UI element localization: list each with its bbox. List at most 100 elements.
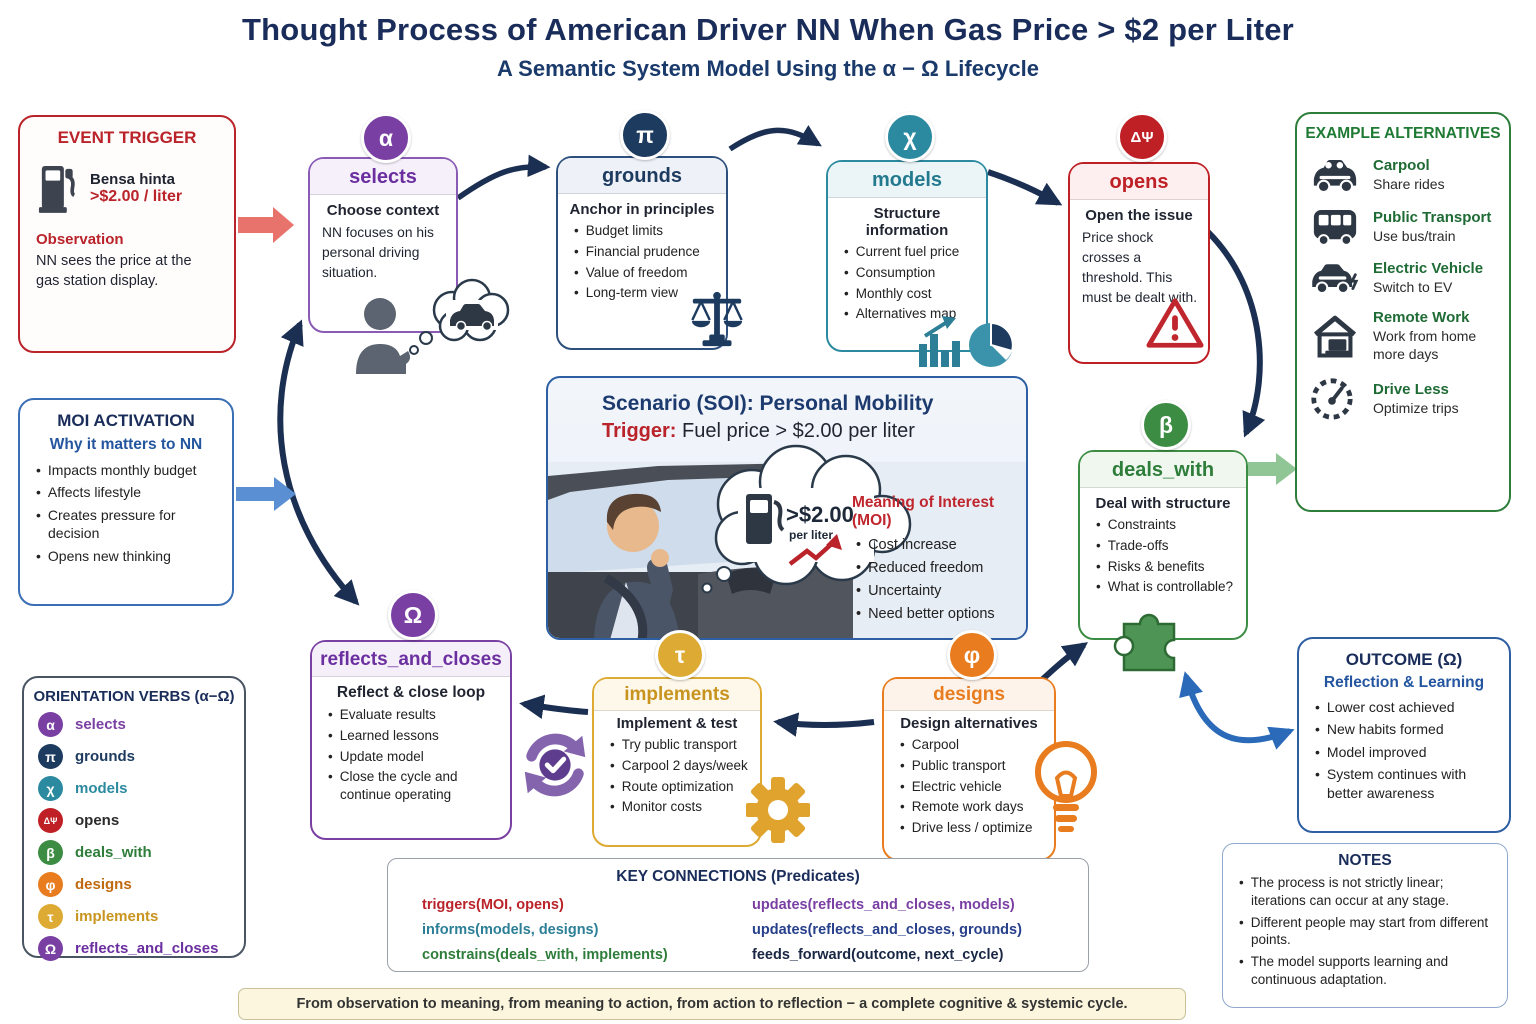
outcome-list: Lower cost achieved New habits formed Mo…	[1299, 698, 1509, 802]
predicate-updates-grounds: updates(reflects_and_closes, grounds)	[752, 922, 1022, 938]
list-item: Monthly cost	[844, 285, 978, 303]
alternatives-title: EXAMPLE ALTERNATIVES	[1305, 125, 1501, 142]
legend-item: Ω reflects_and_closes	[38, 936, 244, 961]
event-trigger-panel: EVENT TRIGGER Bensa hinta >$2.00 / liter…	[18, 115, 236, 353]
list-item: Uncertainty	[856, 582, 1014, 601]
beta-badge-icon: β	[38, 840, 63, 865]
page-subtitle: A Semantic System Model Using the α − Ω …	[496, 56, 1039, 81]
list-item: Close the cycle and continue operating	[328, 768, 460, 804]
list-item: Update model	[328, 748, 502, 766]
arrow-deals-with-to-alternatives	[1248, 453, 1297, 485]
arrow-event-trigger	[238, 207, 294, 243]
alternative-item: Public Transport Use bus/train	[1309, 207, 1499, 247]
notes-title: NOTES	[1338, 852, 1392, 869]
arrow-deals-with-to-outcome	[1179, 671, 1295, 750]
reflects-title: reflects_and_closes	[312, 642, 510, 677]
selects-text: NN focuses on his personal driving situa…	[322, 225, 434, 280]
alternative-title: Remote Work	[1373, 309, 1470, 327]
remote-work-home-icon	[1309, 313, 1361, 359]
alpha-badge-icon: α	[38, 712, 63, 737]
legend-label: implements	[75, 908, 159, 925]
moi-activation-list: Impacts monthly budget Affects lifestyle…	[20, 461, 232, 565]
legend-item: β deals_with	[38, 840, 244, 865]
implements-list: Try public transport Carpool 2 days/week…	[594, 736, 760, 816]
price-label: Bensa hinta	[90, 170, 176, 188]
alternative-title: Drive Less	[1373, 380, 1449, 398]
list-item: Impacts monthly budget	[36, 461, 224, 479]
list-item: Alternatives map	[844, 305, 978, 323]
list-item: Monitor costs	[610, 798, 752, 816]
electric-vehicle-icon	[1309, 260, 1361, 296]
grounds-title: grounds	[558, 158, 726, 194]
key-connections-panel: KEY CONNECTIONS (Predicates) triggers(MO…	[387, 858, 1089, 972]
opens-text: Price shock crosses a threshold. This mu…	[1082, 230, 1198, 305]
models-list: Current fuel price Consumption Monthly c…	[828, 243, 986, 323]
list-item: Route optimization	[610, 778, 752, 796]
outcome-panel: OUTCOME (Ω) Reflection & Learning Lower …	[1297, 637, 1511, 833]
omega-badge: Ω	[388, 590, 438, 640]
carpool-car-icon	[1309, 156, 1361, 194]
moi-activation-title: MOI ACTIVATION	[57, 411, 195, 430]
thought-price-text: >$2.00	[786, 502, 854, 527]
arrow-selects-reflects-loop	[277, 319, 360, 606]
list-item: Consumption	[844, 264, 978, 282]
arrow-designs-to-implements	[773, 712, 875, 737]
models-title: models	[828, 162, 986, 198]
arrow-selects-to-grounds	[456, 154, 551, 201]
list-item: Long-term view	[574, 284, 718, 302]
alternative-desc: Use bus/train	[1373, 227, 1456, 244]
deals-with-subtitle: Deal with structure	[1095, 495, 1231, 512]
list-item: Current fuel price	[844, 243, 978, 261]
predicate-updates-models: updates(reflects_and_closes, models)	[752, 897, 1015, 913]
selects-stage-box: selects Choose context NN focuses on his…	[308, 157, 458, 333]
list-item: Public transport	[900, 757, 1046, 775]
implements-subtitle: Implement & test	[616, 715, 738, 732]
list-item: Learned lessons	[328, 727, 502, 745]
observation-title: Observation	[36, 231, 124, 248]
outcome-subtitle: Reflection & Learning	[1323, 674, 1485, 691]
legend-label: designs	[75, 876, 132, 893]
arrow-opens-to-deals-with	[1205, 229, 1266, 438]
event-trigger-title: EVENT TRIGGER	[57, 128, 197, 147]
moi-title: Meaning of Interest (MOI)	[852, 494, 995, 529]
list-item: New habits formed	[1315, 720, 1501, 738]
phi-badge-icon: φ	[38, 872, 63, 897]
tau-badge-icon: τ	[38, 904, 63, 929]
alternative-title: Carpool	[1373, 156, 1430, 174]
notes-panel: NOTES The process is not strictly linear…	[1222, 843, 1508, 1008]
deals-with-title: deals_with	[1080, 452, 1246, 488]
pi-badge-icon: π	[38, 744, 63, 769]
alternative-item: Drive Less Optimize trips	[1309, 376, 1499, 422]
list-item: The process is not strictly linear; iter…	[1239, 874, 1495, 910]
alpha-badge: α	[361, 113, 411, 163]
legend-item: χ models	[38, 776, 244, 801]
alternative-desc: Share rides	[1373, 175, 1445, 192]
grounds-list: Budget limits Financial prudence Value o…	[558, 222, 726, 302]
alternative-title: Electric Vehicle	[1373, 260, 1484, 277]
scenario-trigger-label: Trigger:	[602, 420, 677, 442]
legend-label: models	[75, 780, 128, 797]
arrow-grounds-to-models	[728, 125, 822, 152]
designs-stage-box: designs Design alternatives Carpool Publ…	[882, 677, 1056, 861]
selects-title: selects	[310, 159, 456, 195]
predicate-constrains: constrains(deals_with, implements)	[422, 947, 668, 963]
list-item: Constraints	[1096, 516, 1238, 534]
list-item: Electric vehicle	[900, 778, 1046, 796]
alternative-title: Public Transport	[1373, 208, 1492, 226]
key-connections-title: KEY CONNECTIONS (Predicates)	[616, 868, 860, 885]
list-item: Value of freedom	[574, 264, 718, 282]
arrow-models-to-opens	[987, 169, 1063, 206]
legend-item: τ implements	[38, 904, 244, 929]
chi-badge-icon: χ	[38, 776, 63, 801]
list-item: Opens new thinking	[36, 547, 224, 565]
models-stage-box: models Structure information Current fue…	[826, 160, 988, 352]
alternative-desc: Switch to EV	[1373, 278, 1453, 295]
price-value: >$2.00 / liter	[90, 187, 183, 205]
arrow-implements-to-reflects	[519, 694, 589, 719]
chi-badge: χ	[885, 112, 935, 162]
cycle-refresh-check-icon	[524, 733, 586, 797]
legend-label: deals_with	[75, 844, 152, 861]
arrow-moi-activation	[236, 477, 296, 511]
alternative-item: Carpool Share rides	[1309, 156, 1499, 194]
